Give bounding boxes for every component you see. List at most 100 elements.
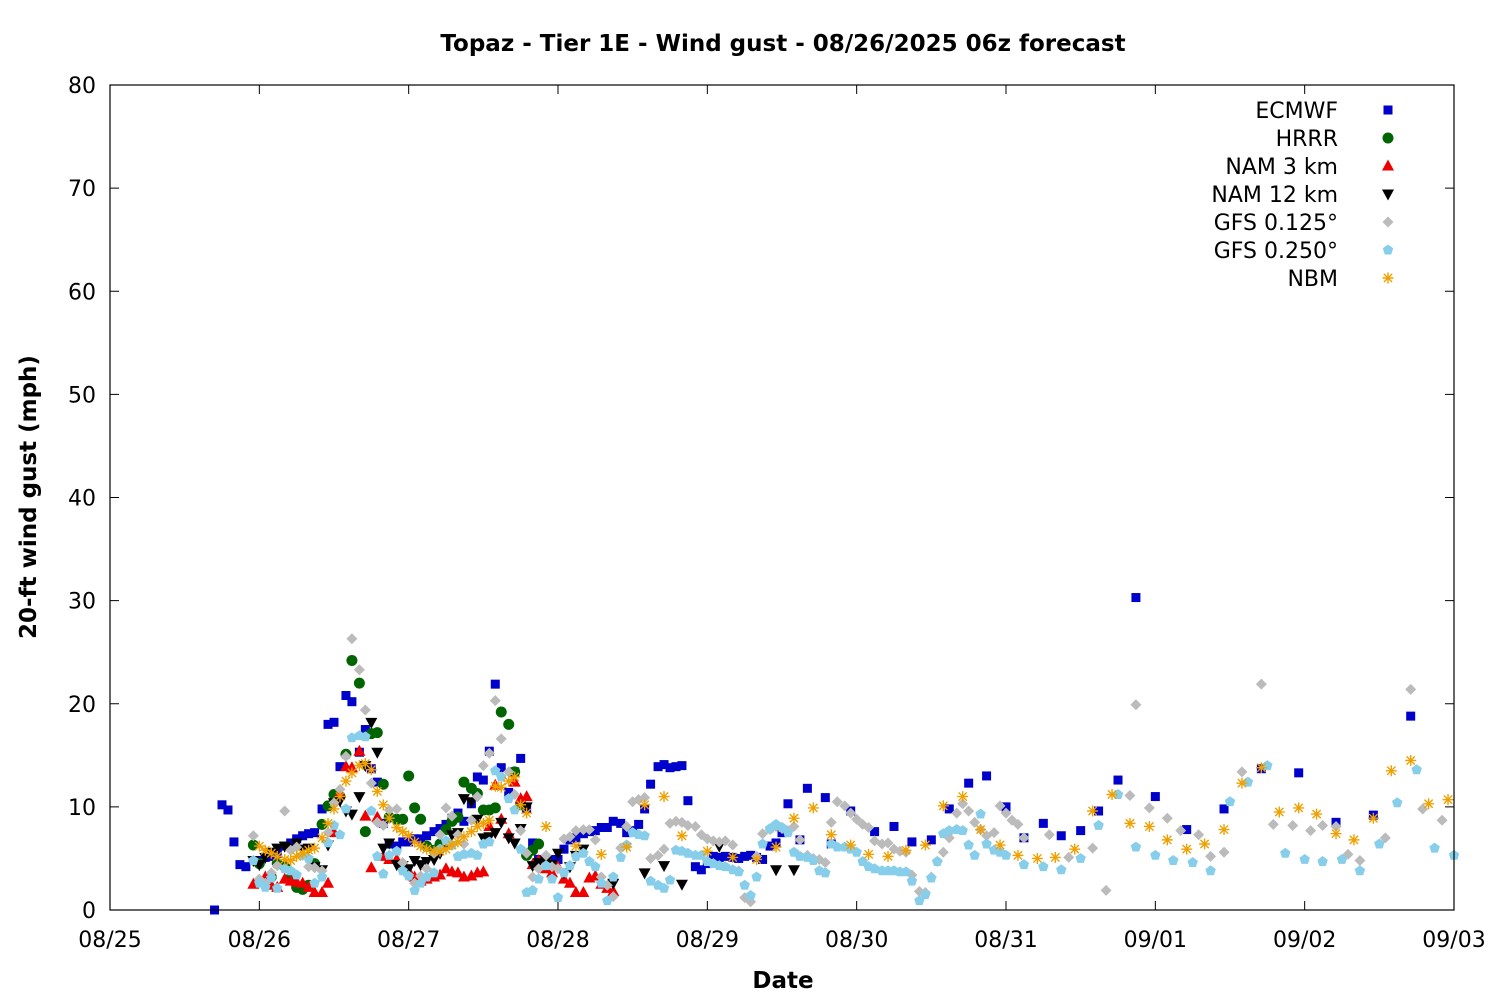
data-point bbox=[515, 825, 527, 837]
data-point bbox=[520, 790, 533, 802]
data-point bbox=[1330, 828, 1342, 840]
data-point bbox=[727, 839, 739, 851]
data-point bbox=[1367, 812, 1379, 824]
data-point bbox=[863, 822, 875, 833]
data-point bbox=[1001, 802, 1011, 812]
data-point bbox=[383, 838, 396, 850]
data-point bbox=[1294, 768, 1304, 778]
data-point bbox=[540, 860, 552, 871]
data-point bbox=[371, 785, 383, 797]
data-point bbox=[1429, 842, 1440, 853]
data-point bbox=[428, 854, 441, 866]
data-point bbox=[788, 812, 800, 824]
data-point bbox=[272, 882, 283, 893]
data-point bbox=[372, 777, 382, 787]
data-point bbox=[839, 800, 851, 812]
data-point bbox=[708, 851, 718, 861]
data-point bbox=[870, 827, 880, 837]
data-point bbox=[1255, 762, 1267, 774]
data-point bbox=[341, 691, 351, 700]
data-point bbox=[521, 807, 533, 819]
data-point bbox=[1405, 754, 1417, 766]
data-point bbox=[291, 850, 303, 862]
data-point bbox=[302, 880, 315, 892]
data-point bbox=[690, 862, 700, 872]
data-point bbox=[472, 849, 483, 860]
data-point bbox=[1031, 852, 1043, 864]
data-point bbox=[571, 833, 581, 843]
data-point bbox=[372, 850, 383, 861]
data-point bbox=[758, 854, 768, 864]
data-point bbox=[533, 873, 544, 884]
data-point bbox=[365, 777, 377, 789]
x-axis-label: Date bbox=[752, 968, 813, 994]
data-point bbox=[266, 872, 277, 883]
data-point bbox=[616, 818, 626, 828]
data-point bbox=[937, 800, 949, 812]
data-point bbox=[465, 797, 478, 809]
data-point bbox=[420, 857, 433, 869]
data-point bbox=[440, 843, 452, 855]
data-point bbox=[397, 857, 409, 869]
legend-label: NAM 12 km bbox=[1211, 183, 1338, 208]
data-point bbox=[329, 717, 339, 727]
data-point bbox=[248, 855, 259, 865]
data-point bbox=[646, 779, 656, 789]
data-point bbox=[1199, 838, 1211, 850]
data-point bbox=[1168, 855, 1179, 865]
data-point bbox=[322, 817, 334, 829]
data-point bbox=[1161, 812, 1173, 824]
data-point bbox=[1317, 856, 1328, 866]
data-point bbox=[334, 791, 346, 803]
data-point bbox=[421, 843, 433, 855]
data-point bbox=[471, 814, 484, 826]
data-point bbox=[391, 822, 403, 833]
data-point bbox=[552, 892, 564, 903]
y-tick-label: 50 bbox=[68, 383, 96, 408]
data-point bbox=[404, 837, 414, 847]
data-point bbox=[229, 837, 239, 847]
data-point bbox=[645, 875, 656, 886]
data-point bbox=[377, 778, 389, 790]
data-point bbox=[223, 805, 233, 815]
data-point bbox=[932, 856, 943, 866]
data-point bbox=[595, 848, 607, 860]
data-point bbox=[559, 844, 569, 854]
data-point bbox=[489, 780, 501, 792]
data-point bbox=[1124, 790, 1136, 802]
data-point bbox=[547, 854, 557, 864]
data-point bbox=[783, 799, 793, 809]
data-point bbox=[720, 851, 730, 861]
data-point bbox=[402, 864, 415, 876]
data-point bbox=[323, 719, 333, 729]
data-point bbox=[303, 844, 315, 856]
data-point bbox=[622, 828, 632, 838]
data-point bbox=[346, 633, 358, 645]
data-point bbox=[465, 869, 478, 881]
data-point bbox=[675, 879, 688, 891]
data-point bbox=[526, 861, 539, 873]
data-point bbox=[577, 824, 589, 836]
axis-ticks: 0 10 20 30 40 50 60 70 80 08/25 08/26 08/27 08/28 08/… bbox=[68, 74, 1486, 953]
data-point bbox=[969, 849, 980, 860]
data-point bbox=[1219, 804, 1229, 814]
data-point bbox=[1087, 842, 1099, 854]
data-point bbox=[570, 840, 582, 852]
data-point bbox=[926, 835, 936, 845]
data-point bbox=[602, 823, 612, 832]
data-point bbox=[1161, 834, 1173, 846]
data-point bbox=[316, 832, 328, 844]
data-point bbox=[359, 826, 371, 838]
data-point bbox=[1405, 683, 1417, 695]
data-point bbox=[414, 860, 427, 872]
data-point bbox=[310, 828, 320, 838]
data-point bbox=[607, 884, 620, 896]
data-point bbox=[1069, 843, 1081, 855]
data-point bbox=[527, 884, 538, 895]
data-point bbox=[495, 781, 507, 793]
data-point bbox=[696, 849, 707, 860]
data-point bbox=[496, 763, 506, 773]
data-point bbox=[435, 824, 445, 834]
data-point bbox=[391, 845, 402, 856]
data-point bbox=[335, 762, 345, 772]
